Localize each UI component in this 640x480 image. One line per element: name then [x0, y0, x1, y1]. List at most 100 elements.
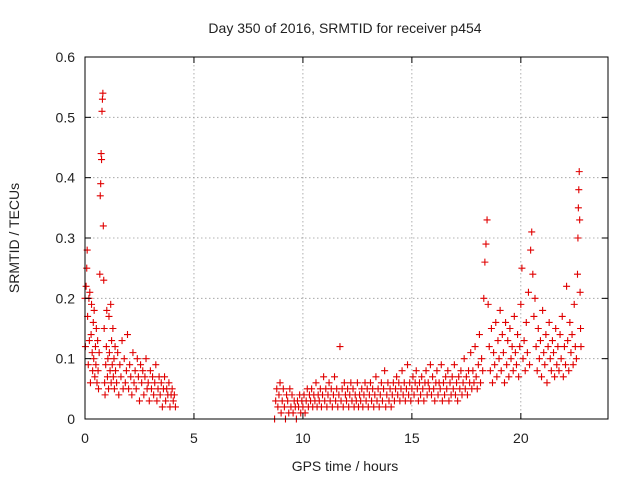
data-point	[496, 306, 504, 314]
data-point	[301, 409, 309, 417]
data-point	[340, 379, 348, 387]
data-point	[101, 379, 109, 387]
data-point	[105, 312, 113, 320]
data-point	[502, 318, 510, 326]
data-point	[99, 222, 107, 230]
data-point	[557, 355, 565, 363]
data-point	[274, 403, 282, 411]
data-point	[387, 403, 395, 411]
data-point	[108, 361, 116, 369]
data-point	[565, 367, 573, 375]
data-point	[139, 367, 147, 375]
data-points	[81, 89, 585, 423]
data-point	[366, 379, 374, 387]
data-point	[82, 282, 90, 290]
data-point	[567, 349, 575, 357]
data-point	[553, 361, 561, 369]
data-point	[427, 391, 435, 399]
data-point	[477, 379, 485, 387]
data-point	[103, 306, 111, 314]
data-point	[409, 373, 417, 381]
y-tick-label: 0.2	[56, 290, 76, 306]
data-point	[381, 367, 389, 375]
x-tick-label: 5	[190, 430, 198, 446]
data-point	[560, 343, 568, 351]
data-point	[516, 343, 524, 351]
data-point	[121, 379, 129, 387]
data-point	[438, 397, 446, 405]
data-point	[492, 318, 500, 326]
data-point	[482, 240, 490, 248]
data-point	[109, 373, 117, 381]
data-point	[495, 355, 503, 363]
data-point	[100, 276, 108, 284]
data-point	[494, 337, 502, 345]
data-point	[532, 343, 540, 351]
data-point	[102, 343, 110, 351]
data-point	[451, 391, 459, 399]
data-point	[92, 325, 100, 332]
data-point	[566, 318, 574, 326]
data-point	[83, 264, 91, 272]
data-point	[472, 373, 480, 381]
data-point	[138, 379, 146, 387]
data-point	[99, 89, 107, 97]
data-point	[479, 367, 487, 375]
data-point	[123, 331, 131, 339]
x-tick-label: 0	[81, 430, 89, 446]
data-point	[273, 385, 281, 393]
data-point	[570, 300, 578, 308]
data-point	[132, 385, 140, 393]
data-point	[469, 367, 477, 375]
data-point	[554, 343, 562, 351]
data-point	[562, 361, 570, 369]
data-point	[98, 95, 106, 103]
data-point	[569, 361, 577, 369]
data-point	[520, 337, 528, 345]
data-point	[89, 318, 97, 326]
data-point	[481, 258, 489, 266]
data-point	[171, 403, 179, 411]
data-point	[563, 282, 571, 290]
data-point	[94, 367, 102, 375]
y-tick-label: 0.3	[56, 230, 76, 246]
data-point	[116, 361, 124, 369]
data-point	[92, 361, 100, 369]
data-point	[109, 325, 117, 332]
data-point	[470, 379, 478, 387]
data-point	[85, 337, 93, 345]
data-point	[445, 397, 453, 405]
data-point	[170, 391, 178, 399]
data-point	[130, 379, 138, 387]
data-point	[455, 373, 463, 381]
data-point	[504, 337, 512, 345]
data-point	[407, 397, 415, 405]
data-point	[286, 385, 294, 393]
data-point	[486, 367, 494, 375]
data-point	[145, 397, 153, 405]
data-point	[86, 288, 94, 296]
data-point	[162, 397, 170, 405]
data-point	[521, 367, 529, 375]
data-point	[529, 270, 537, 278]
data-point	[90, 355, 98, 363]
data-point	[506, 325, 514, 332]
data-point	[142, 355, 150, 363]
data-point	[107, 300, 115, 308]
data-point	[168, 385, 176, 393]
data-point	[460, 355, 468, 363]
data-point	[398, 367, 406, 375]
data-point	[96, 270, 104, 278]
data-point	[422, 367, 430, 375]
data-point	[377, 379, 385, 387]
data-point	[331, 373, 339, 381]
data-point	[276, 379, 284, 387]
x-tick-label: 10	[295, 430, 311, 446]
data-point	[543, 379, 551, 387]
data-point	[312, 379, 320, 387]
data-point	[105, 385, 113, 393]
data-point	[498, 331, 506, 339]
data-point	[556, 331, 564, 339]
data-point	[420, 397, 428, 405]
data-point	[512, 361, 520, 369]
